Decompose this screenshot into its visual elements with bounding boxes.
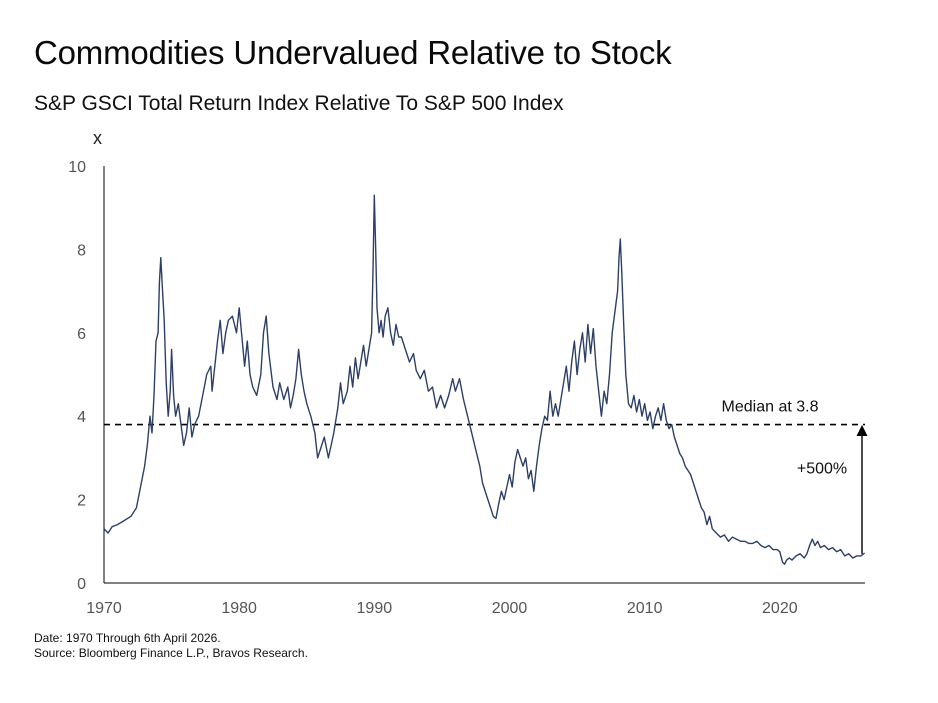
- x-tick-label: 2010: [627, 600, 663, 617]
- chart-subtitle: S&P GSCI Total Return Index Relative To …: [34, 92, 564, 115]
- change-label: +500%: [797, 461, 847, 478]
- y-tick-label: 10: [68, 159, 86, 176]
- series-line: [103, 194, 866, 565]
- x-tick-label: 2000: [492, 600, 528, 617]
- x-tick-label: 2020: [762, 600, 798, 617]
- y-axis-ticks: 0 2 4 6 8 10: [68, 159, 86, 593]
- date-note: Date: 1970 Through 6th April 2026.: [34, 631, 221, 645]
- y-axis-unit-label: x: [93, 128, 102, 148]
- y-tick-label: 4: [77, 409, 86, 426]
- y-tick-label: 0: [77, 576, 86, 593]
- line-chart: x 0 2 4 6 8 10 1970 1980 1990 2000 2010 2020 Media…: [68, 128, 868, 617]
- y-tick-label: 8: [77, 242, 86, 259]
- chart-title: Commodities Undervalued Relative to Stoc…: [34, 34, 672, 71]
- y-tick-label: 6: [77, 326, 86, 343]
- y-tick-label: 2: [77, 493, 86, 510]
- chart-footer: Date: 1970 Through 6th April 2026. Sourc…: [34, 631, 308, 661]
- x-tick-label: 1970: [86, 600, 122, 617]
- median-label: Median at 3.8: [722, 399, 819, 416]
- x-tick-label: 1980: [221, 600, 257, 617]
- source-note: Source: Bloomberg Finance L.P., Bravos R…: [34, 646, 308, 660]
- x-tick-label: 1990: [357, 600, 393, 617]
- x-axis-ticks: 1970 1980 1990 2000 2010 2020: [86, 600, 798, 617]
